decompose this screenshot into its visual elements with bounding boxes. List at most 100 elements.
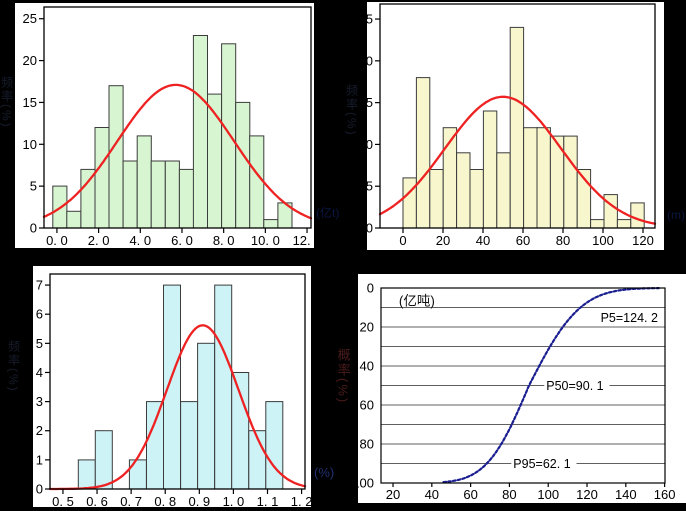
y-tick-label: 0 (367, 281, 374, 296)
faint-x-unit-label-top-left: (亿t) (316, 206, 340, 220)
clipped-y-axis-label-top-left: 频率(%) (0, 76, 14, 129)
x-tick-label: 20 (386, 487, 400, 502)
panel-histogram-top-left: 0. 0 2. 0 4. 0 6. 0 8. 0 10. 0 12. 0 0 5 10 15 20 25 (15, 3, 314, 248)
normal-fit-curve (378, 95, 657, 225)
x-tick-label: 6. 0 (171, 233, 193, 248)
x-axis-unit-label: (亿吨) (399, 294, 435, 309)
percentile-annotation: P50=90. 1 (546, 379, 603, 393)
plot-border (43, 6, 312, 229)
percentile-annotation: P5=124. 2 (601, 311, 658, 325)
x-tick-label: 20 (436, 233, 450, 248)
x-tick-label: 1. 2 (291, 494, 311, 507)
histogram-bar (66, 210, 82, 229)
histogram-bar (197, 342, 216, 490)
y-tick-label: 5 (367, 179, 373, 194)
faint-x-unit-label-bottom-left: (%) (314, 465, 335, 480)
y-tick-label: 1 (36, 452, 43, 467)
x-tick-label: 140 (615, 487, 637, 502)
histogram-bar (178, 168, 194, 229)
y-tick-label: 5 (36, 336, 43, 351)
y-tick-label: 6 (36, 307, 43, 322)
x-tick-label: 120 (632, 233, 654, 248)
histogram-bar (482, 110, 498, 229)
x-tick-label: 1. 0 (223, 494, 245, 507)
histogram-bar (563, 135, 578, 229)
histogram-bar (523, 127, 538, 229)
y-tick-label: 20 (23, 53, 37, 68)
y-tick-label: 15 (23, 95, 37, 110)
chart-cumulative-curve: P5=124. 2 P50=90. 1 P95=62. 1 (亿吨) 20 40 60 80 1… (358, 281, 675, 503)
histogram-bar (122, 160, 138, 229)
clipped-y-axis-label-bottom-right: 概率(%) (335, 348, 351, 405)
x-tick-label: 4. 0 (129, 233, 151, 248)
histogram-bar (415, 77, 431, 229)
x-tick-label: 80 (502, 487, 516, 502)
histogram-bar (590, 219, 605, 229)
y-tick-label: 100 (358, 476, 374, 491)
normal-fit-curve (48, 324, 307, 491)
x-tick-label: 1. 1 (257, 494, 279, 507)
histogram-bar (94, 430, 113, 490)
plot-border (49, 273, 306, 490)
y-tick-label: 3 (36, 394, 43, 409)
panel-histogram-top-right: 0 20 40 60 80 100 120 0 5 10 15 20 25 (367, 2, 664, 250)
x-tick-label: 12. 0 (293, 233, 314, 248)
panel-histogram-bottom-left: 0. 5 0. 6 0. 7 0. 8 0. 9 1. 0 1. 1 1. 2 0 1 2 3 4 5 6 7 (33, 266, 311, 507)
histogram-bar (136, 135, 152, 229)
histogram-bar (429, 169, 444, 229)
histogram-bar (616, 219, 632, 229)
annotation-background (544, 377, 610, 394)
y-tick-label: 60 (360, 398, 374, 413)
y-tick-label: 5 (30, 179, 37, 194)
histogram-bar (180, 401, 199, 490)
histogram-bar (235, 101, 251, 229)
x-tick-label: 60 (516, 233, 530, 248)
histogram-bar (80, 168, 96, 229)
y-tick-label: 2 (36, 423, 43, 438)
annotation-background (511, 455, 577, 472)
x-tick-label: 0. 6 (86, 494, 108, 507)
histogram-bar (469, 169, 484, 229)
x-tick-label: 2. 0 (88, 233, 110, 248)
histogram-bar (456, 152, 471, 229)
chart-histogram-top-right: 0 20 40 60 80 100 120 0 5 10 15 20 25 (367, 3, 657, 248)
x-tick-label: 8. 0 (213, 233, 235, 248)
histogram-bar (263, 219, 279, 229)
normal-fit-curve (42, 83, 313, 220)
cumulative-probability-curve (442, 287, 660, 484)
histogram-bar (496, 152, 511, 229)
y-tick-label: 0 (30, 221, 37, 236)
y-tick-label: 10 (23, 137, 37, 152)
histogram-bar (164, 160, 180, 229)
x-tick-label: 0 (399, 233, 406, 248)
x-tick-label: 40 (476, 233, 490, 248)
y-tick-label: 0 (367, 221, 373, 236)
x-tick-label: 100 (537, 487, 559, 502)
clipped-y-axis-label-bottom-left: 频率(%) (6, 340, 21, 393)
histogram-bar (402, 177, 417, 229)
x-tick-label: 0. 0 (46, 233, 68, 248)
histogram-bar (249, 135, 265, 229)
y-tick-label: 20 (360, 320, 374, 335)
y-tick-label: 20 (367, 53, 373, 68)
x-tick-label: 0. 7 (120, 494, 142, 507)
x-tick-label: 80 (556, 233, 570, 248)
histogram-bar (630, 202, 645, 229)
plot-border (379, 3, 656, 229)
histogram-bar (108, 85, 124, 229)
histogram-bar (536, 127, 551, 229)
x-tick-label: 0. 5 (52, 494, 74, 507)
histogram-bar (146, 401, 164, 490)
histogram-bar (265, 401, 284, 490)
histogram-bar (163, 284, 181, 490)
plot-border (380, 287, 666, 484)
y-tick-label: 15 (367, 95, 373, 110)
histogram-bar (509, 26, 525, 229)
histogram-bar (192, 35, 208, 229)
y-tick-label: 10 (367, 137, 373, 152)
y-tick-label: 25 (367, 12, 373, 27)
x-tick-label: 0. 8 (154, 494, 176, 507)
x-tick-label: 40 (425, 487, 439, 502)
panel-cumulative-curve: P5=124. 2 P50=90. 1 P95=62. 1 (亿吨) 20 40 60 80 1… (358, 274, 686, 503)
